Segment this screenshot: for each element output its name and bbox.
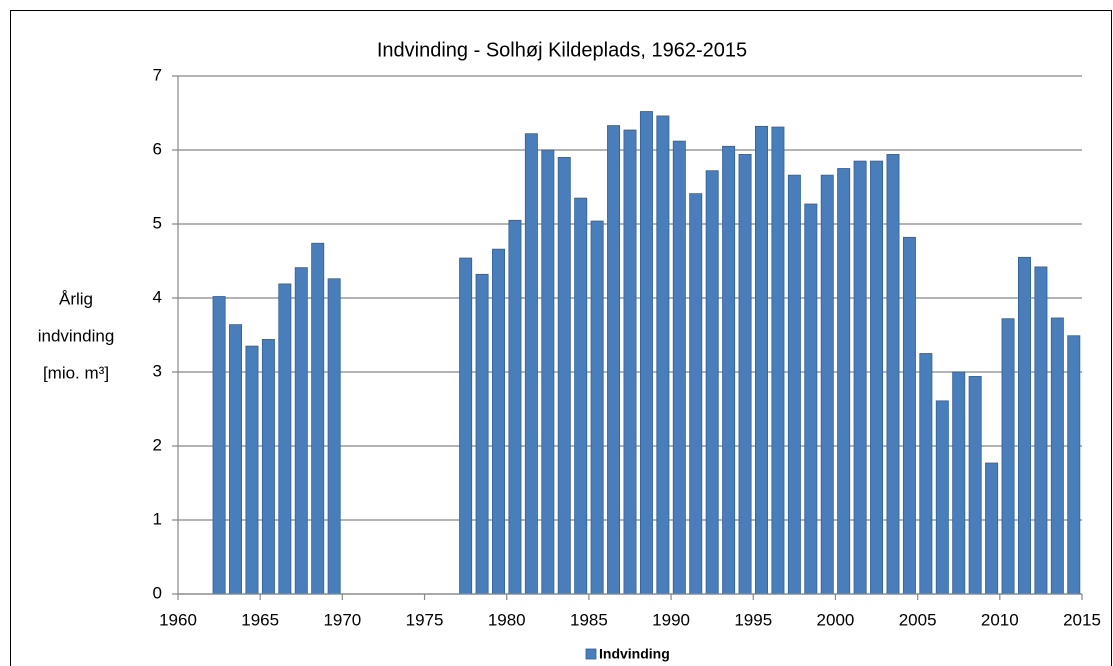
x-tick-label: 1995 — [734, 610, 772, 629]
x-tick-label: 2000 — [817, 610, 855, 629]
x-tick-label: 1980 — [488, 610, 526, 629]
bar — [755, 125, 768, 595]
bar — [541, 149, 555, 595]
x-tick-label: 1975 — [406, 610, 444, 629]
bar — [689, 193, 703, 595]
bar — [870, 160, 884, 595]
bar — [245, 345, 259, 595]
y-tick-label: 0 — [153, 583, 162, 602]
y-tick-label: 7 — [153, 65, 162, 84]
bar — [968, 376, 982, 595]
bar — [902, 236, 916, 595]
x-tick-label: 1985 — [570, 610, 608, 629]
bar — [1017, 256, 1031, 595]
bar — [820, 174, 834, 595]
bar — [722, 145, 736, 595]
bar — [294, 267, 308, 595]
bar — [212, 296, 226, 595]
x-tick-label: 1990 — [652, 610, 690, 629]
y-axis-label: Årlig — [59, 289, 93, 308]
bar — [508, 219, 522, 595]
y-tick-label: 3 — [153, 361, 162, 380]
bar — [672, 140, 686, 595]
chart-title: Indvinding - Solhøj Kildeplads, 1962-201… — [377, 39, 747, 61]
x-tick-label: 2015 — [1063, 610, 1101, 629]
bar — [952, 371, 966, 595]
x-tick-label: 2005 — [899, 610, 937, 629]
legend-label: Indvinding — [599, 646, 670, 662]
bar — [1050, 317, 1064, 595]
x-tick-label: 1960 — [159, 610, 197, 629]
bar — [787, 174, 801, 595]
bar — [639, 111, 653, 595]
bar — [804, 203, 818, 595]
bar — [327, 278, 341, 595]
bar — [261, 339, 275, 595]
x-tick-label: 1970 — [323, 610, 361, 629]
bar — [557, 156, 571, 595]
bar — [837, 168, 851, 595]
bar — [656, 115, 670, 595]
y-tick-label: 4 — [153, 287, 162, 306]
bar — [935, 400, 949, 595]
bar — [738, 154, 752, 595]
y-tick-label: 1 — [153, 509, 162, 528]
bar — [886, 154, 900, 595]
x-tick-label: 1965 — [241, 610, 279, 629]
bar — [278, 283, 292, 595]
bar — [853, 160, 867, 595]
y-tick-label: 6 — [153, 139, 162, 158]
bar — [919, 353, 933, 595]
y-tick-label: 5 — [153, 213, 162, 232]
bar — [590, 220, 604, 595]
bar — [492, 248, 505, 595]
bar — [771, 126, 785, 595]
bar — [1034, 266, 1048, 595]
x-tick-label: 2010 — [981, 610, 1019, 629]
bar — [574, 197, 588, 595]
y-tick-label: 2 — [153, 435, 162, 454]
bar — [1067, 335, 1081, 595]
bar — [705, 170, 719, 595]
y-axis-label: [mio. m³] — [43, 363, 109, 382]
bar — [524, 133, 538, 595]
y-axis-label: indvinding — [38, 326, 115, 345]
bar — [459, 257, 473, 595]
bar — [229, 324, 243, 595]
bar — [475, 273, 489, 595]
bar — [311, 242, 325, 595]
bar — [607, 125, 621, 595]
bar — [985, 462, 999, 595]
bar — [1001, 318, 1015, 595]
bar — [623, 129, 637, 595]
legend-swatch — [585, 648, 597, 660]
